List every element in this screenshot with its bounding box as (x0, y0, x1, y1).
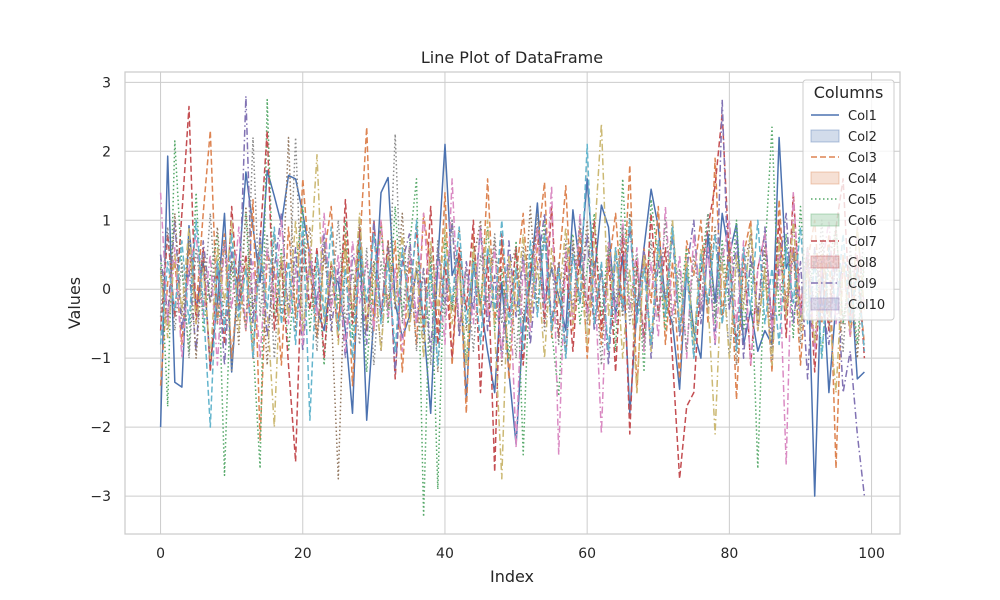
legend-swatch-col6 (810, 213, 840, 227)
series-line-col7 (159, 105, 866, 480)
x-tick-label: 0 (156, 546, 165, 562)
x-tick-label: 60 (578, 546, 596, 562)
series-line-col3 (159, 126, 866, 470)
legend-label-col10: Col10 (848, 298, 885, 313)
x-axis-label: Index (490, 567, 534, 586)
legend-label-col9: Col9 (848, 277, 877, 292)
legend-title: Columns (814, 83, 884, 102)
series-line-unlabeled-10 (159, 136, 866, 480)
legend-label-col5: Col5 (848, 193, 877, 208)
legend-label-col6: Col6 (848, 214, 877, 229)
x-tick-label: 20 (294, 546, 312, 562)
y-tick-label: 3 (102, 75, 111, 91)
legend-swatch-col10 (810, 297, 840, 311)
series-layer (159, 95, 866, 518)
legend-label-col8: Col8 (848, 256, 877, 271)
y-tick-label: 0 (102, 282, 111, 298)
legend-label-col1: Col1 (848, 109, 877, 124)
legend-swatch-col8 (810, 255, 840, 269)
legend-label-col2: Col2 (848, 130, 877, 145)
series-line-unlabeled-13 (159, 122, 866, 480)
series-line-unlabeled-12 (159, 133, 866, 373)
y-tick-label: −2 (90, 420, 111, 436)
legend-label-col3: Col3 (848, 151, 877, 166)
y-tick-label: −3 (90, 489, 111, 505)
legend-box (802, 79, 895, 321)
y-tick-label: −1 (90, 351, 111, 367)
legend-label-col4: Col4 (848, 172, 877, 187)
y-tick-label: 1 (102, 213, 111, 229)
x-tick-label: 40 (436, 546, 454, 562)
y-tick-label: 2 (102, 144, 111, 160)
x-tick-label: 80 (720, 546, 738, 562)
x-tick-label: 100 (858, 546, 885, 562)
legend-swatch-col4 (810, 171, 840, 185)
legend-label-col7: Col7 (848, 235, 877, 250)
legend-swatch-col2 (810, 129, 840, 143)
series-line-unlabeled-11 (159, 178, 866, 466)
series-line-unlabeled-14 (159, 143, 866, 428)
chart-title: Line Plot of DataFrame (421, 48, 603, 67)
y-axis-label: Values (65, 277, 84, 329)
legend: Columns Col1 Col2 Col3 Col4 Col5 Col6 Col7 Col8 C… (802, 79, 895, 321)
series-line-col1 (159, 136, 865, 497)
ticks-layer: 0 20 40 60 80 100 −3 −2 −1 0 1 2 3 (90, 75, 885, 562)
